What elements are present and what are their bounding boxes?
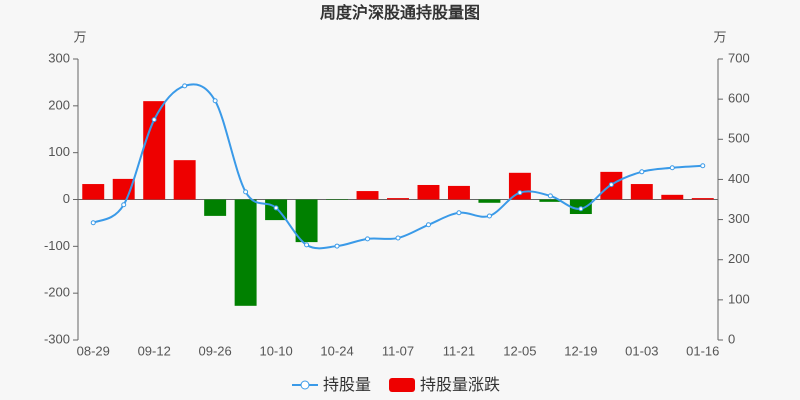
bar: [447, 185, 470, 200]
x-tick-label: 09-12: [138, 343, 171, 358]
y2-tick-label: 600: [728, 91, 750, 106]
bar: [417, 184, 440, 200]
bar: [508, 172, 531, 200]
bar: [630, 184, 653, 200]
y-tick-label: 300: [48, 50, 70, 65]
y2-tick-label: 200: [728, 251, 750, 266]
line-point: [486, 213, 492, 219]
line-point: [151, 117, 157, 123]
y-tick-label: -300: [44, 331, 70, 346]
line-point: [121, 202, 127, 208]
x-tick-label: 11-07: [382, 343, 414, 358]
bar: [356, 191, 379, 200]
line-point: [304, 242, 310, 248]
x-tick-label: 10-24: [320, 343, 353, 358]
y-tick-label: 0: [63, 191, 70, 206]
y-tick-label: 100: [48, 144, 70, 159]
bar: [387, 198, 409, 200]
bar: [539, 199, 562, 202]
x-tick-label: 12-05: [503, 343, 536, 358]
x-tick-label: 01-03: [625, 343, 658, 358]
bar: [82, 184, 105, 200]
y2-tick-label: 300: [728, 211, 750, 226]
x-tick-label: 10-10: [259, 343, 292, 358]
x-tick-label: 12-19: [564, 343, 597, 358]
y-tick-label: -200: [44, 285, 70, 300]
bar: [234, 199, 257, 306]
line-point: [90, 220, 96, 226]
line-point: [669, 165, 675, 171]
line: [92, 83, 703, 250]
line-point: [334, 243, 340, 249]
line-point: [182, 83, 188, 89]
bar: [204, 199, 227, 216]
legend-label: 持股量涨跌: [420, 376, 500, 394]
line-point: [395, 235, 401, 241]
legend-label: 持股量: [323, 376, 371, 394]
y2-tick-label: 0: [728, 331, 735, 346]
line-point: [639, 169, 645, 175]
line-point: [547, 193, 553, 199]
bar: [173, 160, 196, 200]
y-unit: 万: [73, 29, 86, 44]
y2-tick-label: 100: [728, 291, 750, 306]
line-point: [365, 236, 371, 242]
bar: [661, 194, 684, 200]
bar: [691, 198, 714, 200]
line-point: [517, 190, 523, 196]
x-tick-label: 09-26: [199, 343, 232, 358]
line-point: [273, 205, 279, 211]
line-point: [608, 182, 614, 188]
y2-tick-label: 500: [728, 131, 750, 146]
x-tick-label: 08-29: [77, 343, 110, 358]
x-tick-label: 01-16: [686, 343, 719, 358]
y2-unit: 万: [713, 29, 726, 44]
y2-tick-label: 700: [728, 50, 750, 65]
line-point: [243, 189, 249, 195]
y-tick-label: 200: [48, 97, 70, 112]
y2-tick-label: 400: [728, 171, 750, 186]
bar: [295, 199, 318, 243]
chart-title: 周度沪深股通持股量图: [320, 3, 480, 22]
line-point: [578, 206, 584, 212]
bar: [143, 101, 166, 200]
bar: [478, 199, 501, 203]
line-point: [456, 210, 462, 216]
legend-icon: [389, 378, 416, 392]
x-tick-label: 11-21: [443, 343, 475, 358]
line-point: [425, 222, 431, 228]
legend-icon: [300, 380, 310, 390]
line-point: [700, 163, 706, 169]
line-point: [212, 98, 218, 104]
y-tick-label: -100: [44, 238, 70, 253]
